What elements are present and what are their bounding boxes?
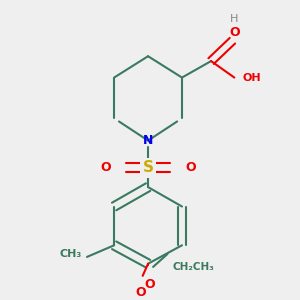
Text: O: O [135,286,146,299]
Text: N: N [143,134,153,147]
Text: O: O [145,278,155,291]
Text: CH₂CH₃: CH₂CH₃ [172,262,214,272]
Text: S: S [142,160,154,175]
Text: H: H [230,14,238,24]
Text: CH₃: CH₃ [60,249,82,259]
Text: O: O [229,26,240,40]
Text: O: O [100,161,111,174]
Text: O: O [185,161,196,174]
Text: OH: OH [242,73,261,82]
